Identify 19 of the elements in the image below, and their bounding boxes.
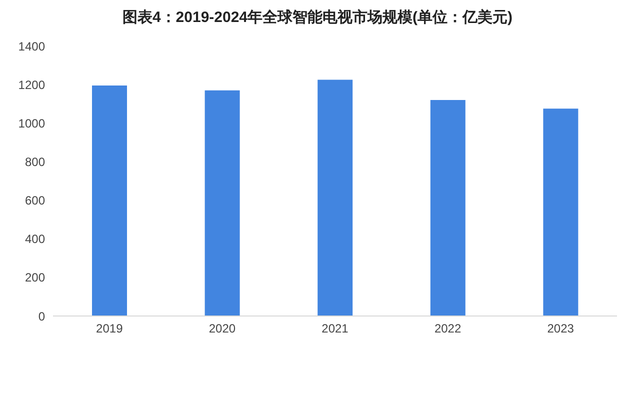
y-tick-label: 600 (24, 194, 46, 208)
x-tick-label: 2022 (434, 322, 462, 336)
y-tick-label: 1000 (18, 116, 46, 130)
bar (318, 80, 353, 316)
x-tick-label: 2020 (208, 322, 236, 336)
y-tick-label: 0 (38, 309, 46, 324)
y-tick-label: 1400 (18, 39, 46, 54)
bar (92, 86, 127, 316)
y-tick-label: 200 (24, 270, 46, 285)
y-tick-label: 400 (24, 232, 46, 246)
bar (430, 100, 466, 316)
bar (543, 108, 578, 316)
y-tick-label: 800 (24, 154, 46, 169)
bar (204, 90, 240, 316)
x-tick-label: 2021 (322, 322, 349, 336)
x-tick-label: 2023 (547, 322, 574, 336)
x-tick-label: 2019 (96, 322, 124, 336)
chart-title: 图表4：2019-2024年全球智能电视市场规模(单位：亿美元) (121, 8, 514, 28)
y-tick-label: 1200 (18, 78, 46, 92)
